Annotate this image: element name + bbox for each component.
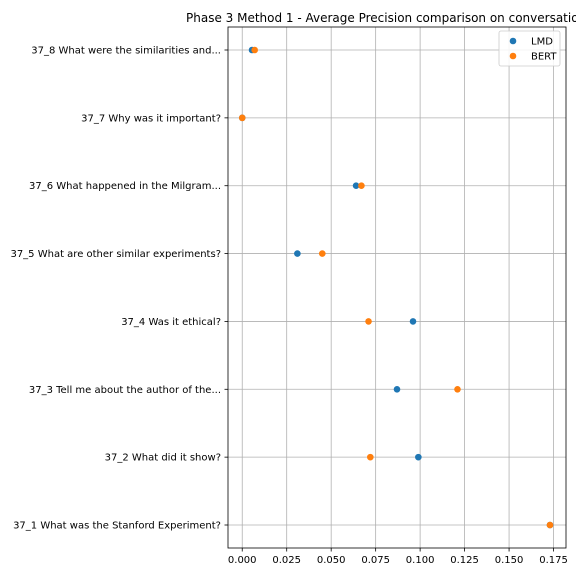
data-point-bert (358, 182, 365, 190)
x-tick-label: 0.000 (228, 555, 257, 566)
y-tick-label: 37_1 What was the Stanford Experiment? (13, 521, 221, 532)
legend-label-bert: BERT (531, 52, 557, 63)
y-tick-label: 37_8 What were the similarities and... (31, 46, 221, 57)
y-tick-label: 37_3 Tell me about the author of the... (29, 385, 221, 396)
data-point-lmd (352, 182, 360, 190)
x-tick-label: 0.125 (450, 555, 479, 566)
plot-area-frame (227, 26, 567, 549)
data-point-lmd (393, 385, 401, 393)
data-point-bert (238, 114, 246, 122)
y-tick-label: 37_4 Was it ethical? (121, 317, 221, 328)
y-tick-label: 37_2 What did it show? (105, 453, 221, 464)
data-point-lmd (409, 318, 417, 325)
legend: LMD BERT (498, 30, 561, 67)
data-points (238, 46, 554, 529)
x-tick-label: 0.025 (272, 555, 301, 566)
y-tick-label: 37_5 What are other similar experiments? (10, 249, 221, 260)
x-tick-label: 0.150 (495, 555, 524, 566)
data-point-bert (367, 453, 374, 461)
chart-title: Phase 3 Method 1 - Average Precision com… (186, 11, 576, 25)
y-tick-label: 37_6 What happened in the Milgram... (29, 181, 221, 192)
x-tick-label: 0.100 (406, 555, 435, 566)
data-point-bert (365, 318, 372, 325)
data-point-bert (546, 521, 554, 529)
x-tick-label: 0.075 (361, 555, 390, 566)
x-tick-label: 0.050 (317, 555, 346, 566)
y-tick-label: 37_7 Why was it important? (81, 113, 221, 124)
x-tick-label: 0.175 (539, 555, 568, 566)
data-point-bert (251, 46, 258, 54)
x-axis: 0.000 0.025 0.050 0.075 0.100 0.125 0.150 0.175 (228, 548, 568, 566)
legend-label-lmd: LMD (531, 37, 553, 48)
data-point-lmd (294, 250, 301, 257)
y-axis: 37_8 What were the similarities and... 37… (10, 46, 228, 532)
legend-marker-bert (509, 52, 517, 60)
data-point-bert (454, 385, 461, 393)
data-point-lmd (415, 453, 422, 461)
data-point-bert (318, 250, 326, 257)
legend-marker-lmd (509, 37, 517, 45)
grid-lines (228, 27, 566, 548)
